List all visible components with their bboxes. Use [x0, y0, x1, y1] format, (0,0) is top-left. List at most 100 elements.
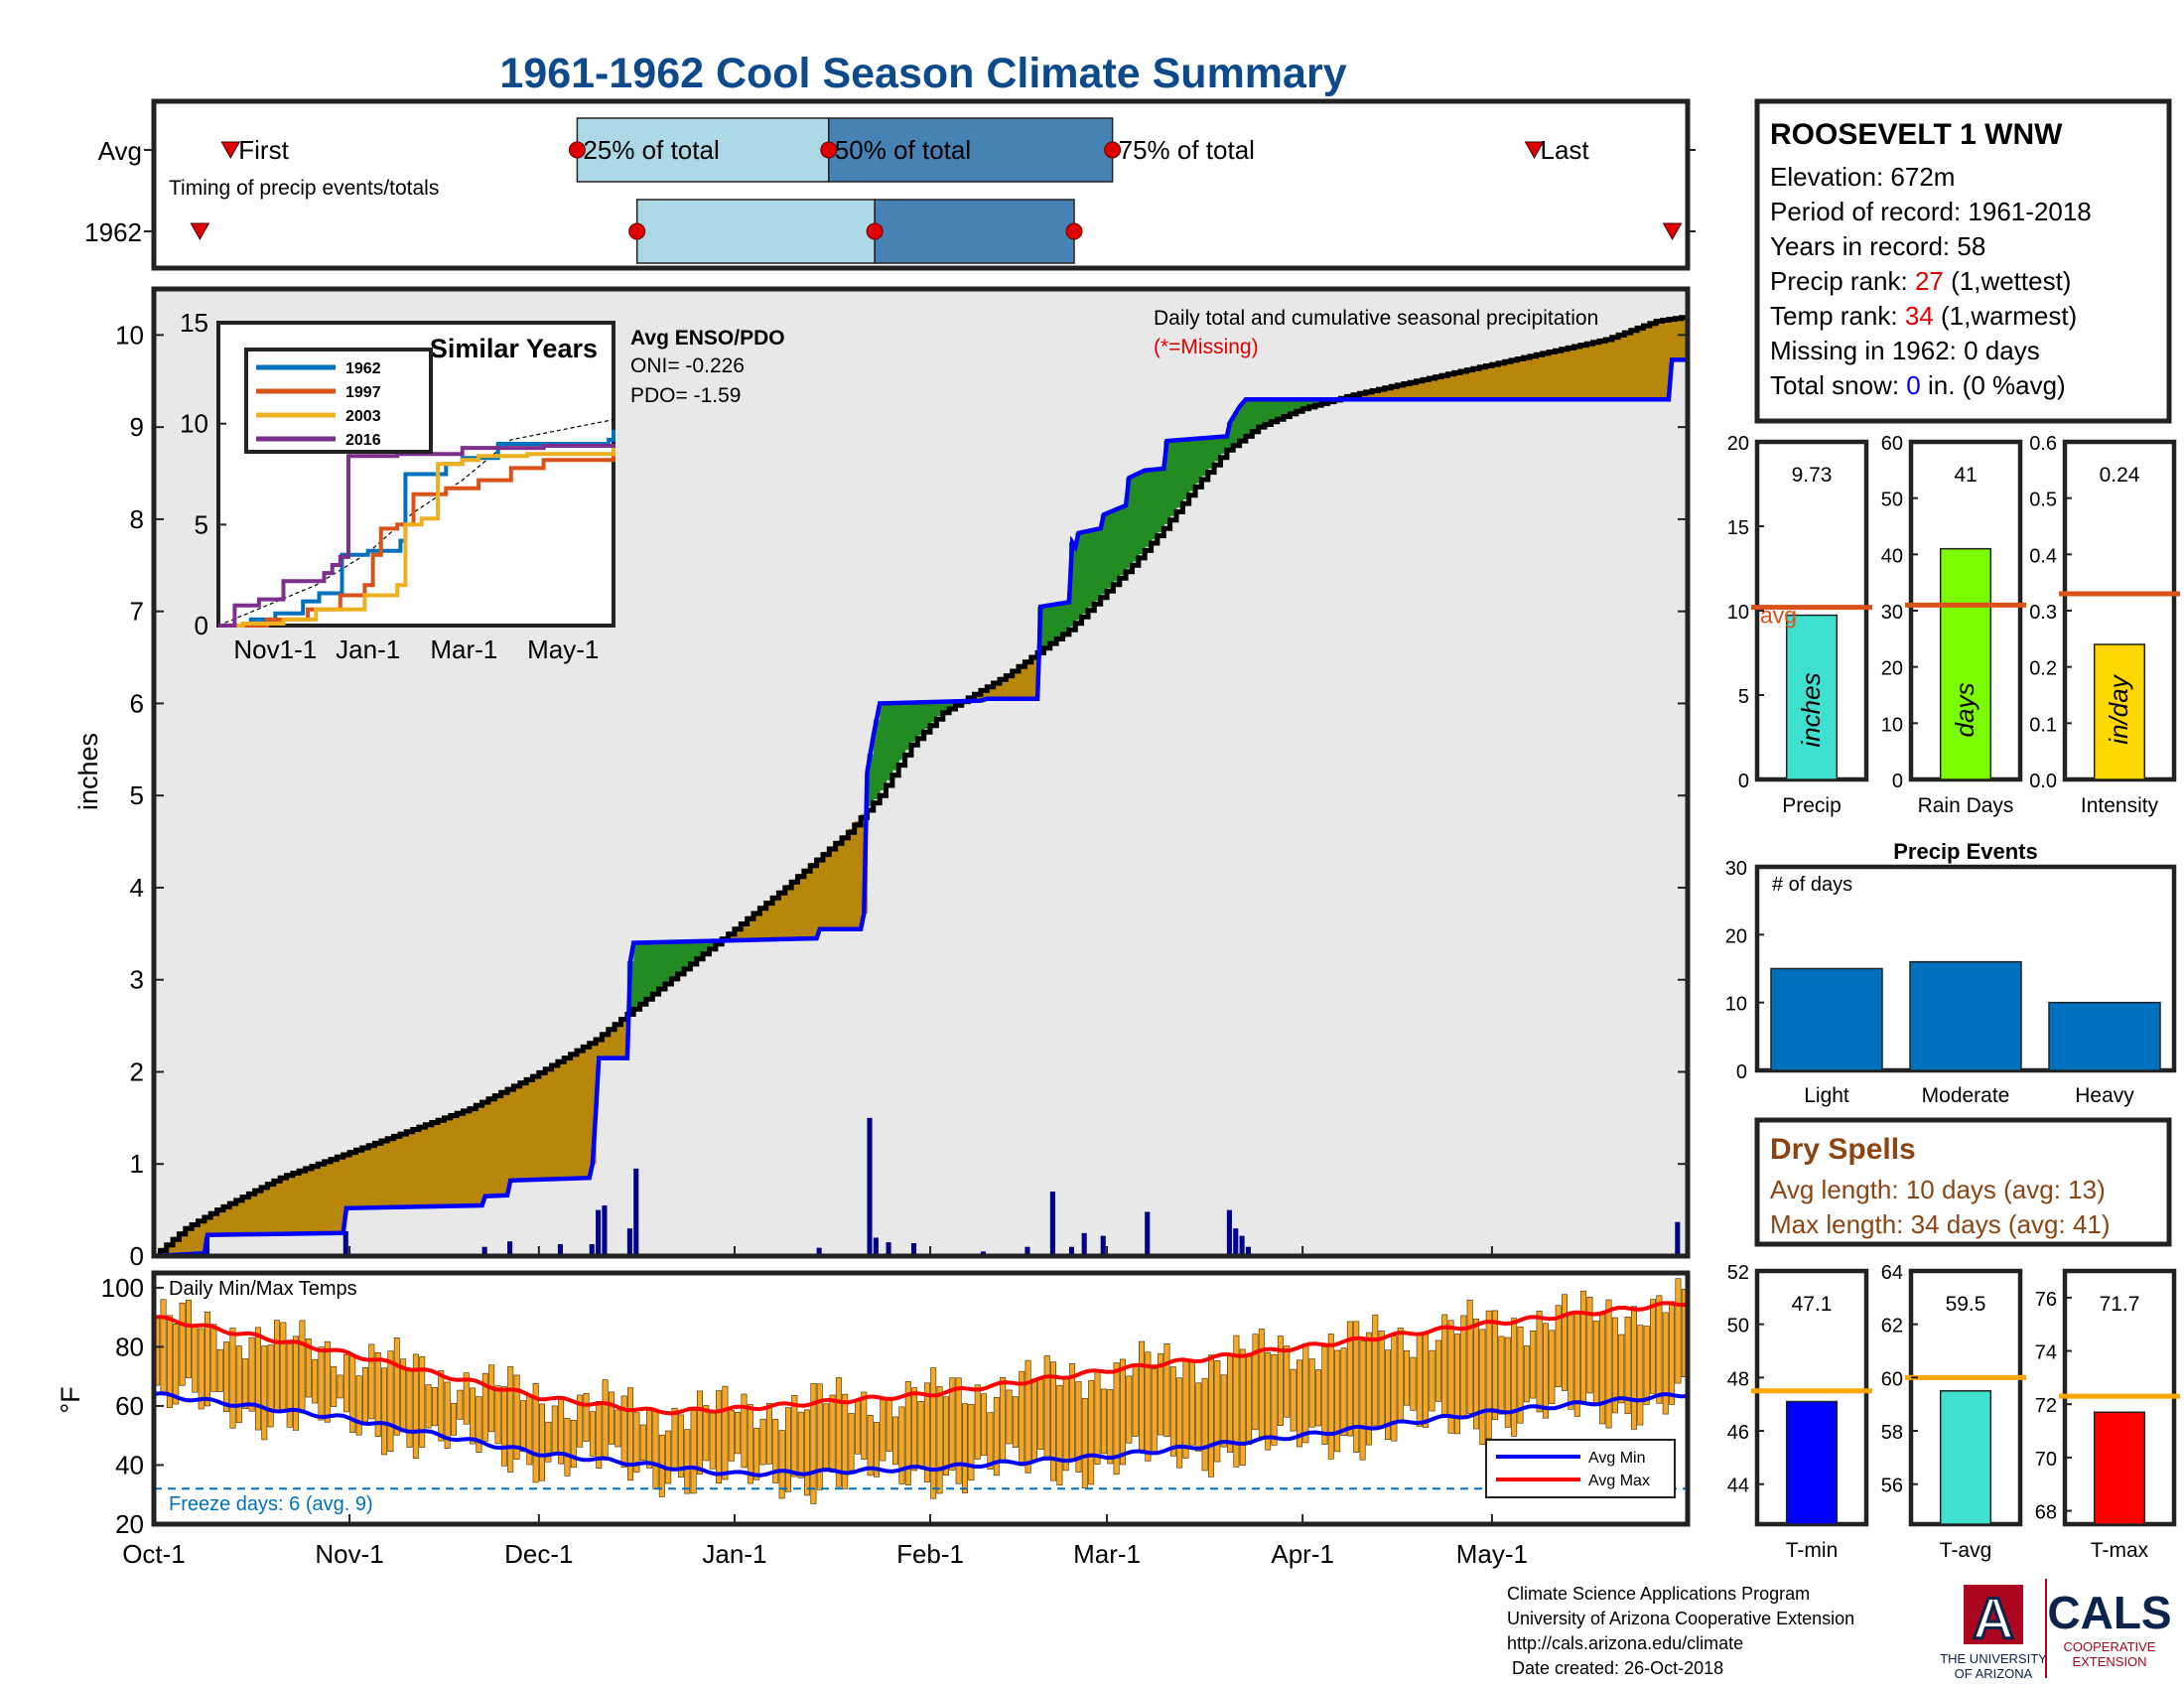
- rain-days-y-tick-label: 60: [1881, 433, 1903, 455]
- daily-precip-bar: [886, 1242, 891, 1256]
- y-tick-label: 9: [130, 412, 144, 442]
- temp-range-bar: [722, 1385, 729, 1480]
- difference-fill: [602, 1032, 610, 1058]
- difference-fill: [633, 942, 641, 1007]
- temp-frame: [151, 1270, 1691, 1527]
- difference-fill: [1453, 371, 1461, 400]
- main-precip-chart: 0 1 2 3 4 5 6 7 8 9 10: [115, 286, 1691, 1271]
- temp-range-bar: [759, 1418, 766, 1466]
- temp-range-bar: [1473, 1318, 1479, 1430]
- temp-range-bar: [1410, 1356, 1417, 1411]
- timing-panel: Avg First 25% of total 50% of total 75% of t…: [84, 98, 1696, 271]
- difference-fill: [412, 1128, 420, 1207]
- rain-days-bar: [1939, 547, 1992, 780]
- temp-range-bar: [1158, 1352, 1164, 1436]
- avg-max-line: [153, 1301, 1689, 1416]
- station-snow: Total snow: 0 in. (0 %avg): [1770, 370, 2066, 400]
- difference-fill: [942, 701, 950, 711]
- temp-range-bar: [1599, 1314, 1606, 1425]
- daily-precip-bar: [910, 1243, 917, 1256]
- temp-range-bar: [639, 1424, 646, 1462]
- temp-range-bar: [1277, 1336, 1284, 1426]
- daily-precip-bar: [507, 1241, 513, 1256]
- difference-fill: [1169, 440, 1177, 516]
- intensity-value-label: 0.24: [2100, 464, 2140, 487]
- difference-fill: [1290, 399, 1297, 413]
- temp-range-bar: [1132, 1364, 1139, 1437]
- difference-fill: [1434, 375, 1442, 400]
- inset-y-tick-label: 15: [180, 308, 208, 338]
- difference-fill: [299, 1170, 307, 1234]
- timing-label-75: 75% of total: [1119, 135, 1255, 165]
- temp-y-tick-label: 100: [101, 1273, 144, 1303]
- temp-range-bar: [968, 1403, 975, 1480]
- difference-fill: [1284, 399, 1292, 416]
- difference-fill: [444, 1116, 452, 1206]
- daily-precip-bar: [1226, 1209, 1232, 1256]
- temp-range-bar: [1555, 1305, 1562, 1387]
- difference-fill: [1302, 399, 1310, 408]
- temp-range-bar: [602, 1379, 609, 1461]
- x-tick-label: Nov-1: [315, 1539, 383, 1569]
- difference-fill: [292, 1172, 300, 1234]
- difference-fill: [910, 702, 918, 742]
- enso-oni: ONI= -0.226: [630, 354, 745, 377]
- difference-fill: [192, 1222, 200, 1254]
- temp-range-bar: [765, 1402, 772, 1465]
- temp-range-bar: [267, 1344, 274, 1428]
- rain-days-y-tick-label: 30: [1881, 602, 1903, 624]
- temp-range-bar: [564, 1418, 571, 1477]
- temp-range-bar: [216, 1348, 223, 1392]
- daily-precip-bar: [1145, 1211, 1151, 1256]
- x-tick-label: Apr-1: [1271, 1539, 1334, 1569]
- temp-range-bar: [305, 1338, 312, 1398]
- temp-range-bar: [993, 1396, 1000, 1477]
- difference-fill: [1075, 532, 1083, 621]
- temp-range-bar: [1530, 1331, 1537, 1399]
- t-avg-x-label: T-avg: [1940, 1539, 1992, 1562]
- difference-fill: [1151, 469, 1159, 540]
- temp-range-bar: [519, 1400, 526, 1453]
- footer-line-1: Climate Science Applications Program: [1507, 1584, 1810, 1604]
- timing-row-label: 1962: [84, 217, 142, 247]
- inset-x-tick-label: May-1: [527, 634, 599, 664]
- difference-fill: [1504, 360, 1512, 400]
- t-avg-y-tick-label: 64: [1881, 1262, 1903, 1284]
- temp-range-bar: [1385, 1349, 1391, 1441]
- temp-range-bar: [1119, 1358, 1126, 1466]
- temp-range-bar: [962, 1403, 968, 1493]
- rain-days-value-label: 41: [1954, 464, 1977, 487]
- temp-range-bar: [614, 1409, 621, 1448]
- difference-fill: [917, 702, 925, 736]
- intensity-y-tick-label: 0.5: [2029, 490, 2057, 511]
- temp-range-bar: [229, 1328, 236, 1429]
- difference-fill: [1277, 399, 1285, 418]
- difference-fill: [1378, 388, 1386, 400]
- difference-fill: [1265, 399, 1272, 424]
- temp-range-bar: [1214, 1360, 1221, 1463]
- temp-range-bar: [753, 1428, 760, 1480]
- station-info-box: ROOSEVELT 1 WNW Elevation: 672m Period o…: [1754, 98, 2172, 424]
- difference-fill: [1391, 385, 1399, 400]
- difference-fill: [1043, 605, 1051, 646]
- difference-fill: [1605, 338, 1613, 400]
- difference-fill: [1549, 351, 1557, 400]
- daily-precip-bar: [602, 1204, 608, 1256]
- temp-range-bar: [324, 1340, 331, 1423]
- temp-range-bar: [1580, 1290, 1587, 1405]
- temp-range-bar: [1605, 1299, 1612, 1429]
- temp-range-bar: [173, 1324, 180, 1405]
- temp-range-bar: [1618, 1334, 1625, 1404]
- daily-temps-chart: Freeze days: 6 (avg. 9) Daily Min/Max Tem…: [56, 1270, 1691, 1569]
- temp-range-bar: [425, 1384, 432, 1429]
- temp-range-bar: [1107, 1389, 1114, 1465]
- temp-range-bar: [286, 1343, 293, 1428]
- station-elevation: Elevation: 672m: [1770, 162, 1955, 192]
- difference-fill: [741, 920, 749, 940]
- difference-fill: [173, 1236, 181, 1255]
- dry-spells-avg: Avg length: 10 days (avg: 13): [1770, 1175, 2106, 1204]
- avg-min-line: [153, 1391, 1689, 1477]
- temp-range-bar: [393, 1337, 400, 1436]
- temp-range-bar: [205, 1311, 211, 1407]
- difference-fill: [393, 1135, 401, 1207]
